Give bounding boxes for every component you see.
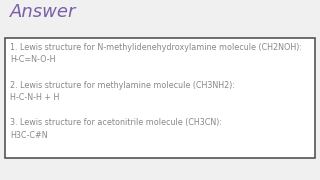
Text: 1. Lewis structure for N-methylidenehydroxylamine molecule (CH2NOH):: 1. Lewis structure for N-methylidenehydr… xyxy=(10,43,302,52)
Text: H3C-C#N: H3C-C#N xyxy=(10,130,48,140)
Text: 3. Lewis structure for acetonitrile molecule (CH3CN):: 3. Lewis structure for acetonitrile mole… xyxy=(10,118,222,127)
Text: H-C=N-O-H: H-C=N-O-H xyxy=(10,55,55,64)
Bar xyxy=(5,38,315,158)
Text: Answer: Answer xyxy=(10,3,76,21)
Text: 2. Lewis structure for methylamine molecule (CH3NH2):: 2. Lewis structure for methylamine molec… xyxy=(10,80,235,89)
Text: H-C-N-H + H: H-C-N-H + H xyxy=(10,93,60,102)
